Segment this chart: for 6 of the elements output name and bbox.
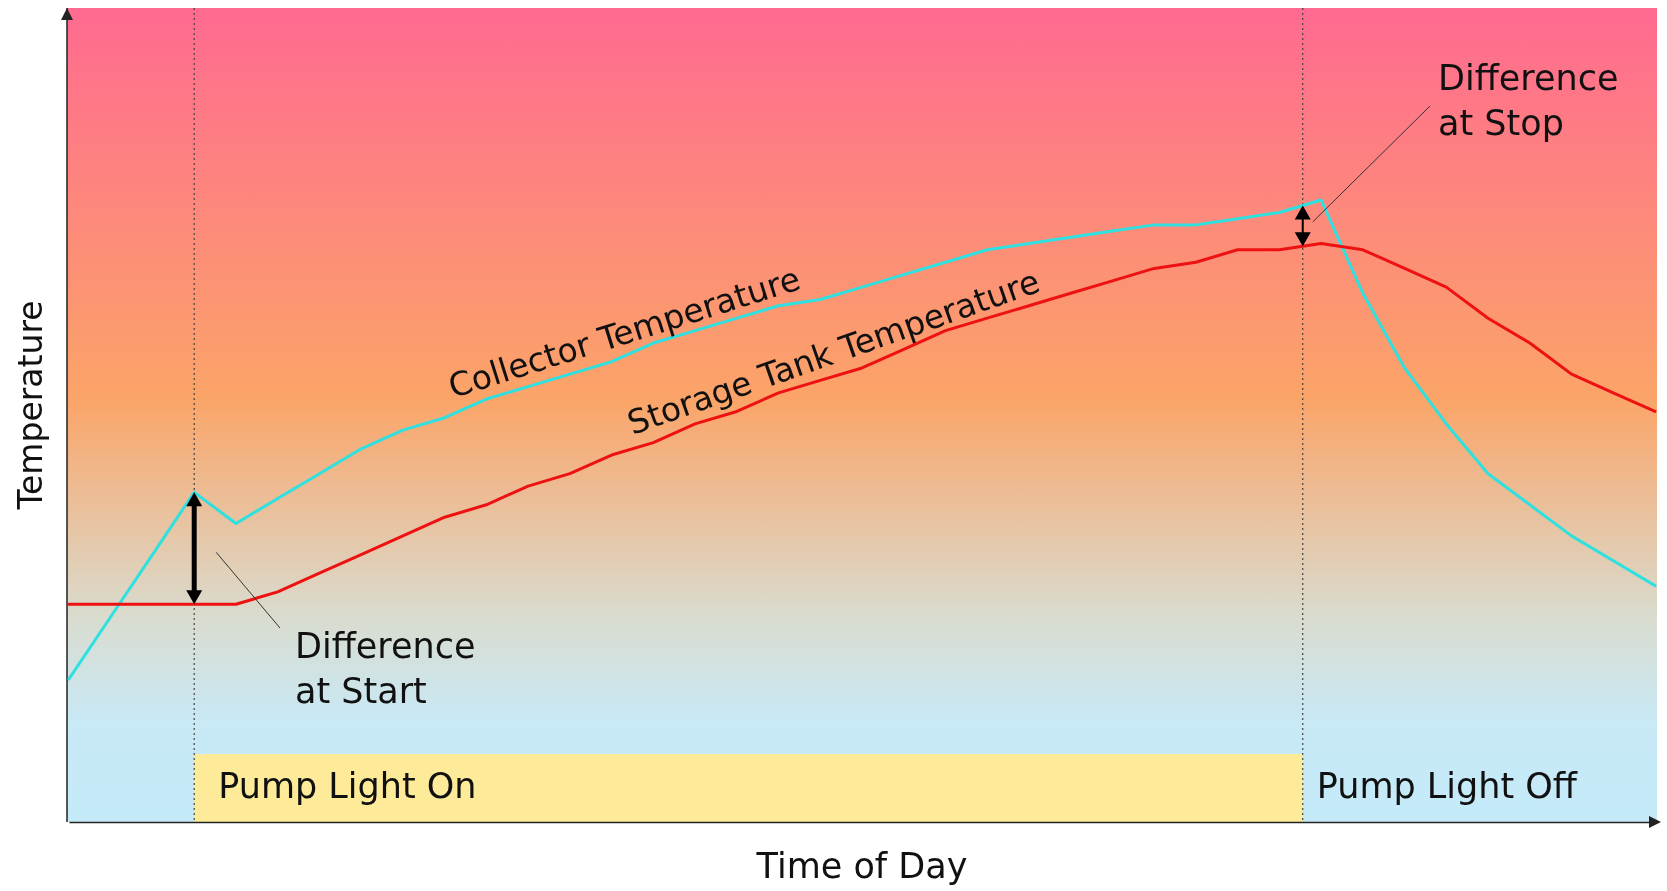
annotation: Pump Light Off xyxy=(1316,766,1578,806)
text: Difference at Stop xyxy=(1438,58,1619,143)
x-axis-title: Time of Day xyxy=(755,846,968,886)
annotation: Pump Light On xyxy=(218,766,477,806)
annotation: Difference at Start xyxy=(295,626,476,711)
y-axis-title: Temperature xyxy=(11,300,50,511)
